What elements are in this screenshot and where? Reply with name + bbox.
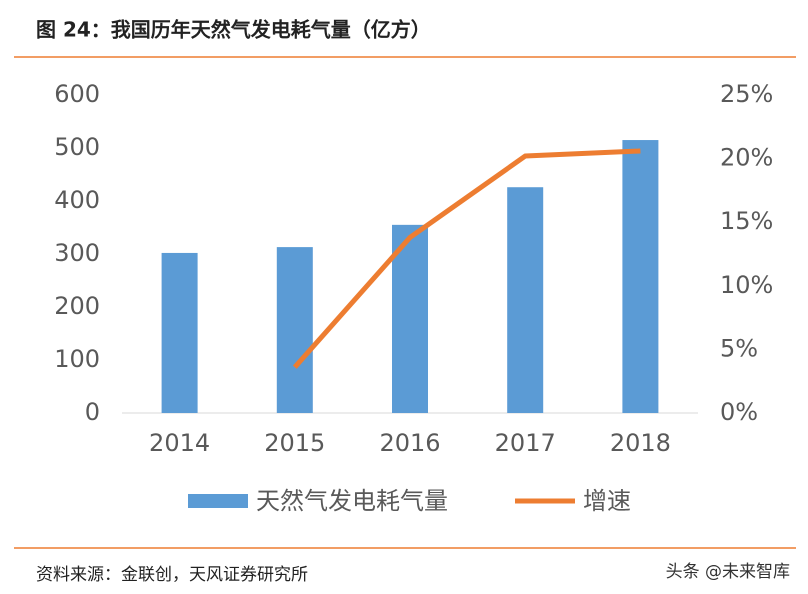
y2-tick-label: 5%: [720, 334, 758, 362]
legend-label: 天然气发电耗气量: [256, 487, 448, 515]
x-tick-label: 2016: [379, 429, 440, 457]
y-tick-label: 600: [54, 80, 100, 108]
y-tick-label: 200: [54, 292, 100, 320]
y-tick-label: 100: [54, 345, 100, 373]
y2-tick-label: 25%: [720, 80, 773, 108]
bar: [276, 247, 313, 413]
bar: [507, 187, 544, 413]
y2-tick-label: 20%: [720, 144, 773, 172]
x-tick-label: 2017: [495, 429, 556, 457]
watermark: 头条 @未来智库: [666, 562, 790, 582]
y2-tick-label: 15%: [720, 207, 773, 235]
bar: [622, 140, 659, 414]
x-tick-label: 2018: [610, 429, 671, 457]
y-tick-label: 0: [85, 398, 100, 426]
y-tick-label: 500: [54, 133, 100, 161]
y2-tick-label: 0%: [720, 398, 758, 426]
source: 资料来源：金联创，天风证券研究所: [36, 565, 308, 585]
x-tick-label: 2015: [264, 429, 325, 457]
line: [292, 148, 641, 369]
x-tick-label: 2014: [149, 429, 210, 457]
bar: [161, 252, 198, 413]
y2-tick-label: 10%: [720, 271, 773, 299]
y-tick-label: 300: [54, 239, 100, 267]
legend-swatch: [188, 494, 248, 508]
y-tick-label: 400: [54, 186, 100, 214]
bar: [392, 224, 428, 413]
chart-title: 图 24：我国历年天然气发电耗气量（亿方）: [36, 18, 431, 42]
legend-label: 增速: [583, 487, 631, 515]
